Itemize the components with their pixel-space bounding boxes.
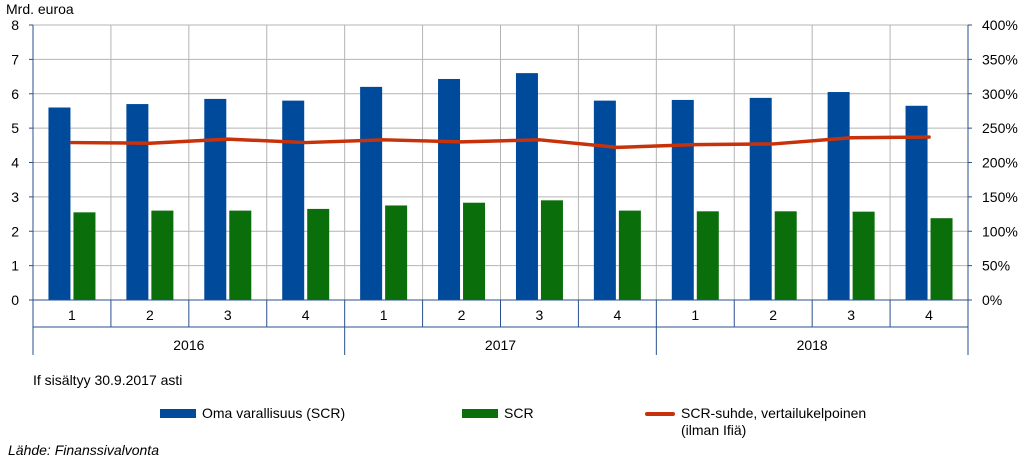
x-quarter-label: 1 (68, 307, 76, 323)
bar-own-funds (438, 78, 461, 300)
bar-scr (385, 205, 408, 300)
bar-scr (852, 211, 875, 300)
bar-own-funds (126, 104, 149, 300)
bar-scr (540, 200, 563, 300)
legend-swatch-scr-ratio (645, 412, 675, 416)
bar-own-funds (671, 99, 694, 300)
y-right-tick-label: 50% (982, 258, 1010, 274)
bar-scr (229, 210, 252, 300)
x-quarter-label: 2 (458, 307, 466, 323)
y-left-tick-labels: 0 1 2 3 4 5 6 7 8 (11, 17, 19, 308)
y-axis-label: Mrd. euroa (6, 1, 74, 17)
bar-own-funds (593, 100, 616, 300)
bar-own-funds (749, 97, 772, 300)
bar-own-funds (905, 105, 928, 300)
y-left-tick-label: 8 (11, 17, 19, 33)
scr-ratio-point (771, 142, 775, 146)
x-quarter-label: 2 (146, 307, 154, 323)
axes (29, 24, 972, 355)
bar-own-funds (48, 107, 71, 300)
x-year-labels: 2016 2017 2018 (173, 337, 828, 353)
scr-ratio-point (226, 137, 230, 141)
bars (48, 73, 953, 300)
x-quarter-label: 4 (925, 307, 933, 323)
legend-label-scr-ratio: SCR-suhde, vertailukelpoinen (ilman Ifiä… (681, 405, 867, 438)
x-quarter-label: 3 (224, 307, 232, 323)
ratio-line-layer (70, 135, 931, 150)
bar-scr (618, 210, 641, 300)
legend-swatch-own-funds (160, 409, 196, 418)
footnote: If sisältyy 30.9.2017 asti (33, 372, 183, 388)
y-right-tick-label: 350% (982, 51, 1018, 67)
legend-swatch-scr (462, 409, 498, 418)
x-quarter-label: 3 (536, 307, 544, 323)
scr-ratio-point (849, 136, 853, 140)
bar-own-funds (204, 98, 227, 300)
grid-lines (33, 24, 968, 300)
y-left-tick-label: 4 (11, 155, 19, 171)
bar-own-funds (827, 92, 850, 300)
x-quarter-label: 1 (691, 307, 699, 323)
scr-ratio-point (148, 141, 152, 145)
scr-ratio-point (304, 141, 308, 145)
y-right-tick-labels: 0% 50% 100% 150% 200% 250% 300% 350% 400% (982, 17, 1018, 308)
y-right-tick-label: 400% (982, 17, 1018, 33)
y-left-tick-label: 3 (11, 189, 19, 205)
legend-label-own-funds: Oma varallisuus (SCR) (202, 405, 346, 421)
legend-item-own-funds: Oma varallisuus (SCR) (160, 405, 345, 422)
y-left-tick-label: 5 (11, 120, 19, 136)
y-left-tick-label: 6 (11, 86, 19, 102)
scr-ratio-point (70, 141, 74, 145)
bar-scr (696, 211, 719, 300)
scr-ratio-point (927, 135, 931, 139)
bar-scr (73, 212, 96, 300)
source-text: Lähde: Finanssivalvonta (8, 442, 159, 458)
y-left-tick-label: 2 (11, 223, 19, 239)
bar-scr (307, 208, 330, 300)
bar-own-funds (282, 100, 305, 300)
scr-ratio-point (615, 145, 619, 149)
scr-ratio-point (460, 140, 464, 144)
y-right-tick-label: 300% (982, 86, 1018, 102)
scr-ratio-point (693, 143, 697, 147)
y-right-tick-label: 250% (982, 120, 1018, 136)
x-quarter-labels: 1 2 3 4 1 2 3 4 1 2 3 4 (68, 307, 933, 323)
x-quarter-label: 4 (302, 307, 310, 323)
bar-scr (774, 211, 797, 300)
bar-scr (930, 218, 953, 300)
legend-item-scr-ratio: SCR-suhde, vertailukelpoinen (ilman Ifiä… (645, 405, 866, 439)
y-right-tick-label: 200% (982, 155, 1018, 171)
legend-item-scr: SCR (462, 405, 534, 422)
y-left-tick-label: 0 (11, 292, 19, 308)
scr-ratio-point (382, 138, 386, 142)
bar-own-funds (515, 73, 538, 300)
scr-ratio-line (70, 135, 931, 150)
x-year-label: 2018 (797, 337, 828, 353)
y-right-tick-label: 0% (982, 292, 1002, 308)
y-right-tick-label: 150% (982, 189, 1018, 205)
x-quarter-label: 4 (613, 307, 621, 323)
x-year-label: 2017 (485, 337, 516, 353)
y-left-tick-label: 1 (11, 258, 19, 274)
y-left-tick-label: 7 (11, 51, 19, 67)
bar-scr (463, 202, 486, 300)
legend-label-scr: SCR (504, 405, 534, 421)
bar-scr (151, 210, 174, 300)
x-quarter-label: 3 (847, 307, 855, 323)
x-year-label: 2016 (173, 337, 204, 353)
scr-ratio-point (537, 138, 541, 142)
y-right-tick-label: 100% (982, 223, 1018, 239)
x-quarter-label: 1 (380, 307, 388, 323)
x-quarter-label: 2 (769, 307, 777, 323)
bar-own-funds (360, 86, 383, 300)
